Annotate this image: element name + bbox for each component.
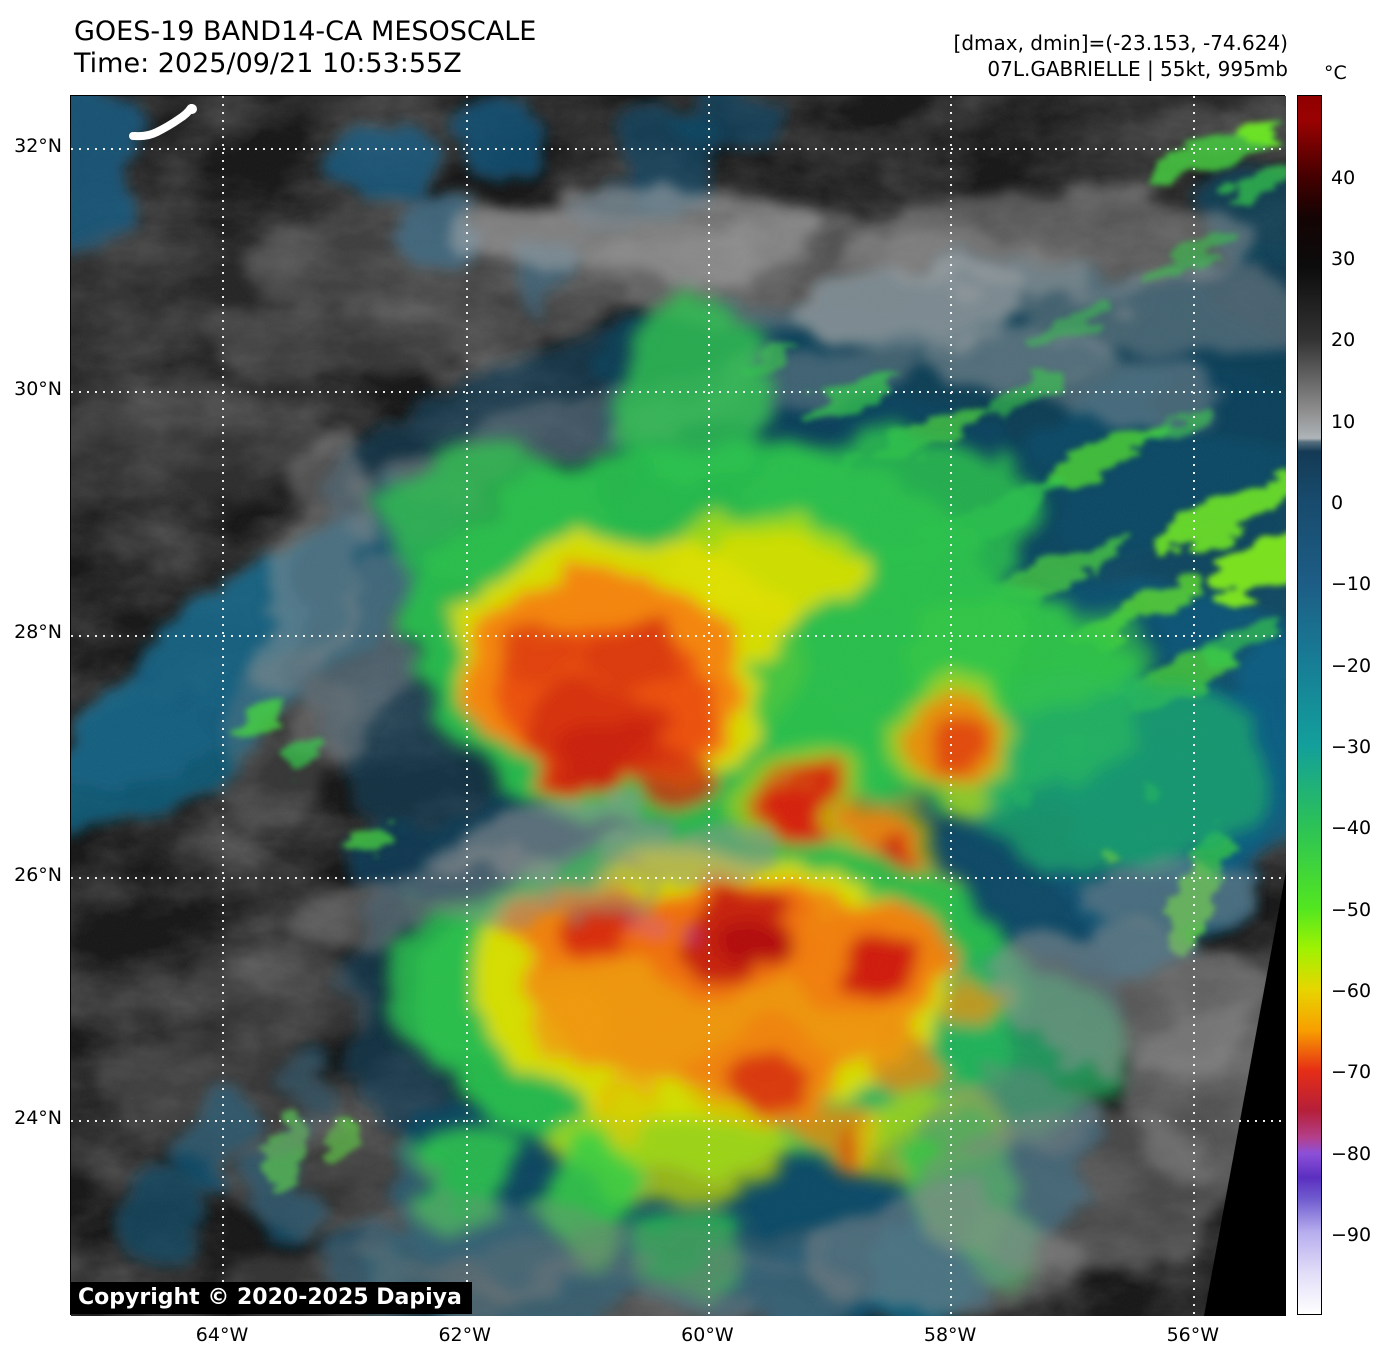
colorbar-tick-label: −70: [1331, 1061, 1372, 1084]
colorbar-tick-label: 20: [1331, 329, 1356, 352]
no-data-wedge: [1204, 871, 1286, 1316]
colorbar-tick-label: −90: [1331, 1223, 1372, 1246]
satellite-map: [70, 95, 1286, 1316]
lon-tick-label: 58°W: [923, 1324, 977, 1346]
storm-annotation: 07L.GABRIELLE | 55kt, 995mb: [987, 57, 1288, 81]
colorbar-unit-label: °C: [1324, 62, 1347, 84]
colorbar-tick-label: 0: [1331, 491, 1344, 514]
figure-annotations: [dmax, dmin]=(-23.153, -74.624) 07L.GABR…: [954, 30, 1288, 82]
colorbar-tick-label: −80: [1331, 1142, 1372, 1165]
latitude-axis: 32°N 30°N 28°N 26°N 24°N: [0, 0, 64, 1359]
lat-tick-label: 26°N: [14, 864, 62, 886]
lon-tick-label: 64°W: [195, 1324, 249, 1346]
lon-tick-label: 62°W: [438, 1324, 491, 1346]
lat-tick-label: 30°N: [14, 378, 62, 400]
dmax-dmin-annotation: [dmax, dmin]=(-23.153, -74.624): [953, 31, 1288, 55]
colorbar: [1297, 95, 1322, 1315]
colorbar-tick-label: 30: [1331, 247, 1356, 270]
lat-tick-label: 24°N: [14, 1107, 62, 1129]
lat-tick-label: 28°N: [14, 621, 62, 643]
colorbar-tick-label: −10: [1331, 573, 1372, 596]
colorbar-tick-label: −40: [1331, 817, 1372, 840]
satellite-map-canvas: [71, 96, 1286, 1316]
colorbar-tick-label: 40: [1331, 166, 1356, 189]
graticule-gridlines: [71, 96, 1286, 1316]
colorbar-tick-label: 10: [1331, 410, 1356, 433]
bermuda-island-icon: [129, 104, 197, 141]
figure-time: Time: 2025/09/21 10:53:55Z: [74, 47, 462, 79]
colorbar-tick-label: −20: [1331, 654, 1372, 677]
colorbar-tick-label: −60: [1331, 979, 1372, 1002]
figure-title: GOES-19 BAND14-CA MESOSCALE: [74, 16, 537, 47]
colorbar-tick-label: −50: [1331, 898, 1372, 921]
lon-tick-label: 60°W: [681, 1324, 734, 1346]
lat-tick-label: 32°N: [14, 135, 62, 157]
colorbar-tick-label: −30: [1331, 735, 1372, 758]
copyright-badge: Copyright © 2020-2025 Dapiya: [70, 1282, 472, 1314]
figure-title-block: GOES-19 BAND14-CA MESOSCALE Time: 2025/0…: [74, 16, 536, 80]
sensor-grain-overlay: [71, 96, 1286, 1316]
lon-tick-label: 56°W: [1166, 1324, 1220, 1346]
